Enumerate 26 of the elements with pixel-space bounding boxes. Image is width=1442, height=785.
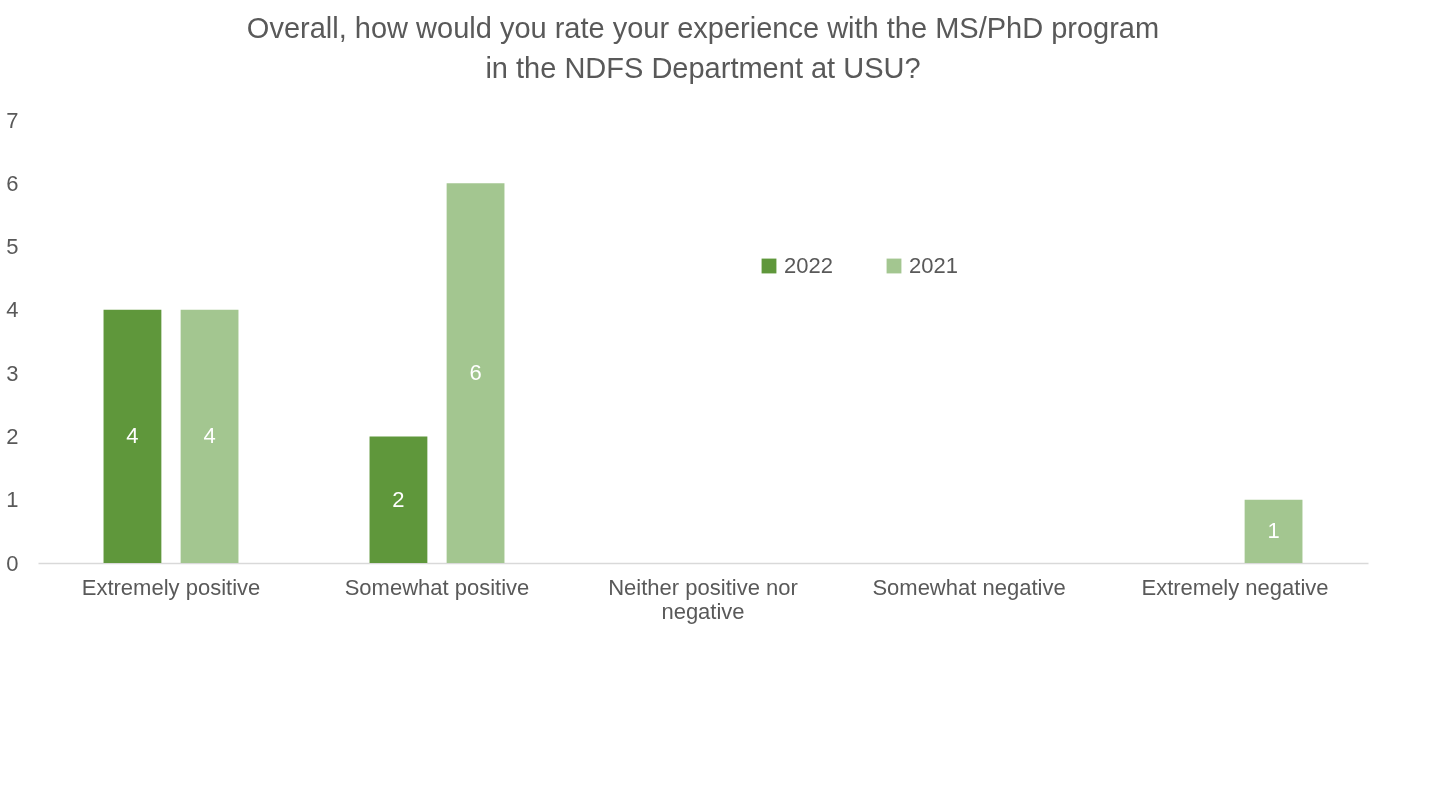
x-tick-label: Extremely negative bbox=[1141, 574, 1329, 600]
bar bbox=[446, 183, 505, 563]
y-tick-label: 2 bbox=[6, 423, 19, 449]
bar bbox=[369, 436, 428, 563]
bar bbox=[180, 309, 239, 563]
bar bbox=[103, 309, 162, 563]
y-tick-label: 7 bbox=[6, 107, 19, 133]
bar bbox=[1244, 499, 1303, 563]
chart-title: Overall, how would you rate your experience with the MS/PhD program in the NDFS Department at USU? bbox=[246, 12, 1160, 84]
y-tick-label: 6 bbox=[6, 170, 19, 196]
legend-label: 2022 bbox=[784, 253, 833, 278]
y-tick-label: 0 bbox=[6, 550, 19, 576]
data-label: 4 bbox=[203, 423, 216, 449]
y-tick-label: 3 bbox=[6, 360, 19, 386]
data-label: 2 bbox=[392, 486, 405, 512]
x-tick-label: Somewhat positive bbox=[344, 574, 530, 600]
data-label: 6 bbox=[469, 360, 482, 386]
y-tick-label: 1 bbox=[6, 487, 19, 513]
x-tick-label: Neither positive nor negative bbox=[608, 574, 798, 624]
x-tick-label: Extremely positive bbox=[81, 574, 261, 600]
legend-label: 2021 bbox=[909, 253, 958, 278]
x-tick-label: Somewhat negative bbox=[872, 574, 1066, 600]
y-tick-label: 4 bbox=[6, 297, 19, 323]
data-label: 1 bbox=[1267, 518, 1280, 544]
y-tick-label: 5 bbox=[6, 234, 19, 260]
data-label: 4 bbox=[126, 423, 139, 449]
